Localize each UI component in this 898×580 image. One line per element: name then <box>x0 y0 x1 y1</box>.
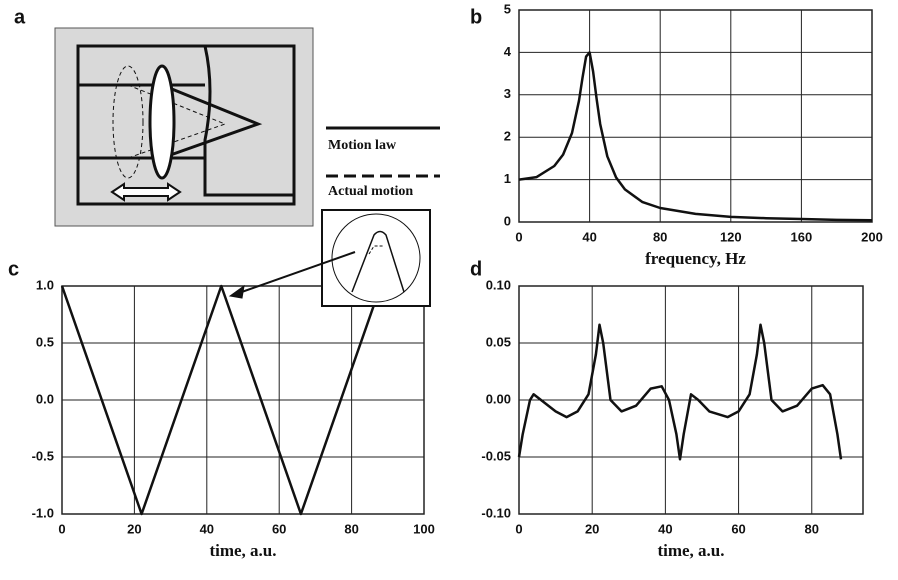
y-tick-label: 0.10 <box>486 277 511 292</box>
x-axis-label: frequency, Hz <box>645 249 746 268</box>
y-tick-label: 3 <box>504 86 511 101</box>
y-tick-label: -0.10 <box>481 505 511 520</box>
x-axis-label: time, a.u. <box>657 541 724 560</box>
diagram <box>54 27 440 307</box>
y-tick-label: 5 <box>504 1 511 16</box>
panel-label: a <box>14 6 26 28</box>
x-tick-label: 0 <box>515 521 522 536</box>
plot-frame <box>61 285 425 515</box>
data-line <box>517 323 843 461</box>
panel-label: d <box>470 258 482 280</box>
panel-label: b <box>470 6 482 28</box>
x-tick-label: 160 <box>791 229 813 244</box>
plot-frame <box>518 9 873 223</box>
panel-label: c <box>8 258 19 280</box>
x-tick-label: 40 <box>658 521 672 536</box>
legend-label: Motion law <box>328 138 397 153</box>
x-tick-label: 60 <box>731 521 745 536</box>
x-tick-label: 100 <box>413 521 435 536</box>
y-tick-label: 1 <box>504 171 511 186</box>
y-tick-label: 0.0 <box>36 391 54 406</box>
y-tick-label: 0.05 <box>486 334 511 349</box>
y-tick-label: 0 <box>504 213 511 228</box>
x-tick-label: 80 <box>344 521 358 536</box>
y-tick-label: -0.5 <box>32 448 54 463</box>
x-tick-label: 0 <box>58 521 65 536</box>
x-tick-label: 40 <box>200 521 214 536</box>
y-tick-label: -1.0 <box>32 505 54 520</box>
chart: d 0.10 0.05 0.00 -0.05 -0.10 0 20 40 60 80 time, a.… <box>470 258 864 560</box>
chart: b 0 1 2 3 4 5 0 40 80 120 160 200 frequency, Hz <box>470 1 883 267</box>
y-tick-label: 4 <box>504 44 512 59</box>
y-tick-label: 2 <box>504 129 511 144</box>
x-tick-label: 0 <box>515 229 522 244</box>
x-tick-label: 80 <box>653 229 667 244</box>
data-line <box>518 51 873 222</box>
data-line <box>60 284 382 516</box>
x-tick-label: 200 <box>861 229 883 244</box>
x-tick-label: 20 <box>585 521 599 536</box>
x-tick-label: 80 <box>805 521 819 536</box>
x-tick-label: 120 <box>720 229 742 244</box>
y-tick-label: 0.5 <box>36 334 54 349</box>
x-tick-label: 20 <box>127 521 141 536</box>
x-tick-label: 60 <box>272 521 286 536</box>
y-tick-label: 1.0 <box>36 277 54 292</box>
x-axis-label: time, a.u. <box>209 541 276 560</box>
chart: c 1.0 0.5 0.0 -0.5 -1.0 0 20 40 60 80 100 time, a.u. <box>8 258 435 560</box>
y-tick-label: -0.05 <box>481 448 511 463</box>
legend-label: Actual motion <box>328 184 413 199</box>
y-tick-label: 0.00 <box>486 391 511 406</box>
x-tick-label: 40 <box>582 229 596 244</box>
plot-frame <box>518 285 864 515</box>
